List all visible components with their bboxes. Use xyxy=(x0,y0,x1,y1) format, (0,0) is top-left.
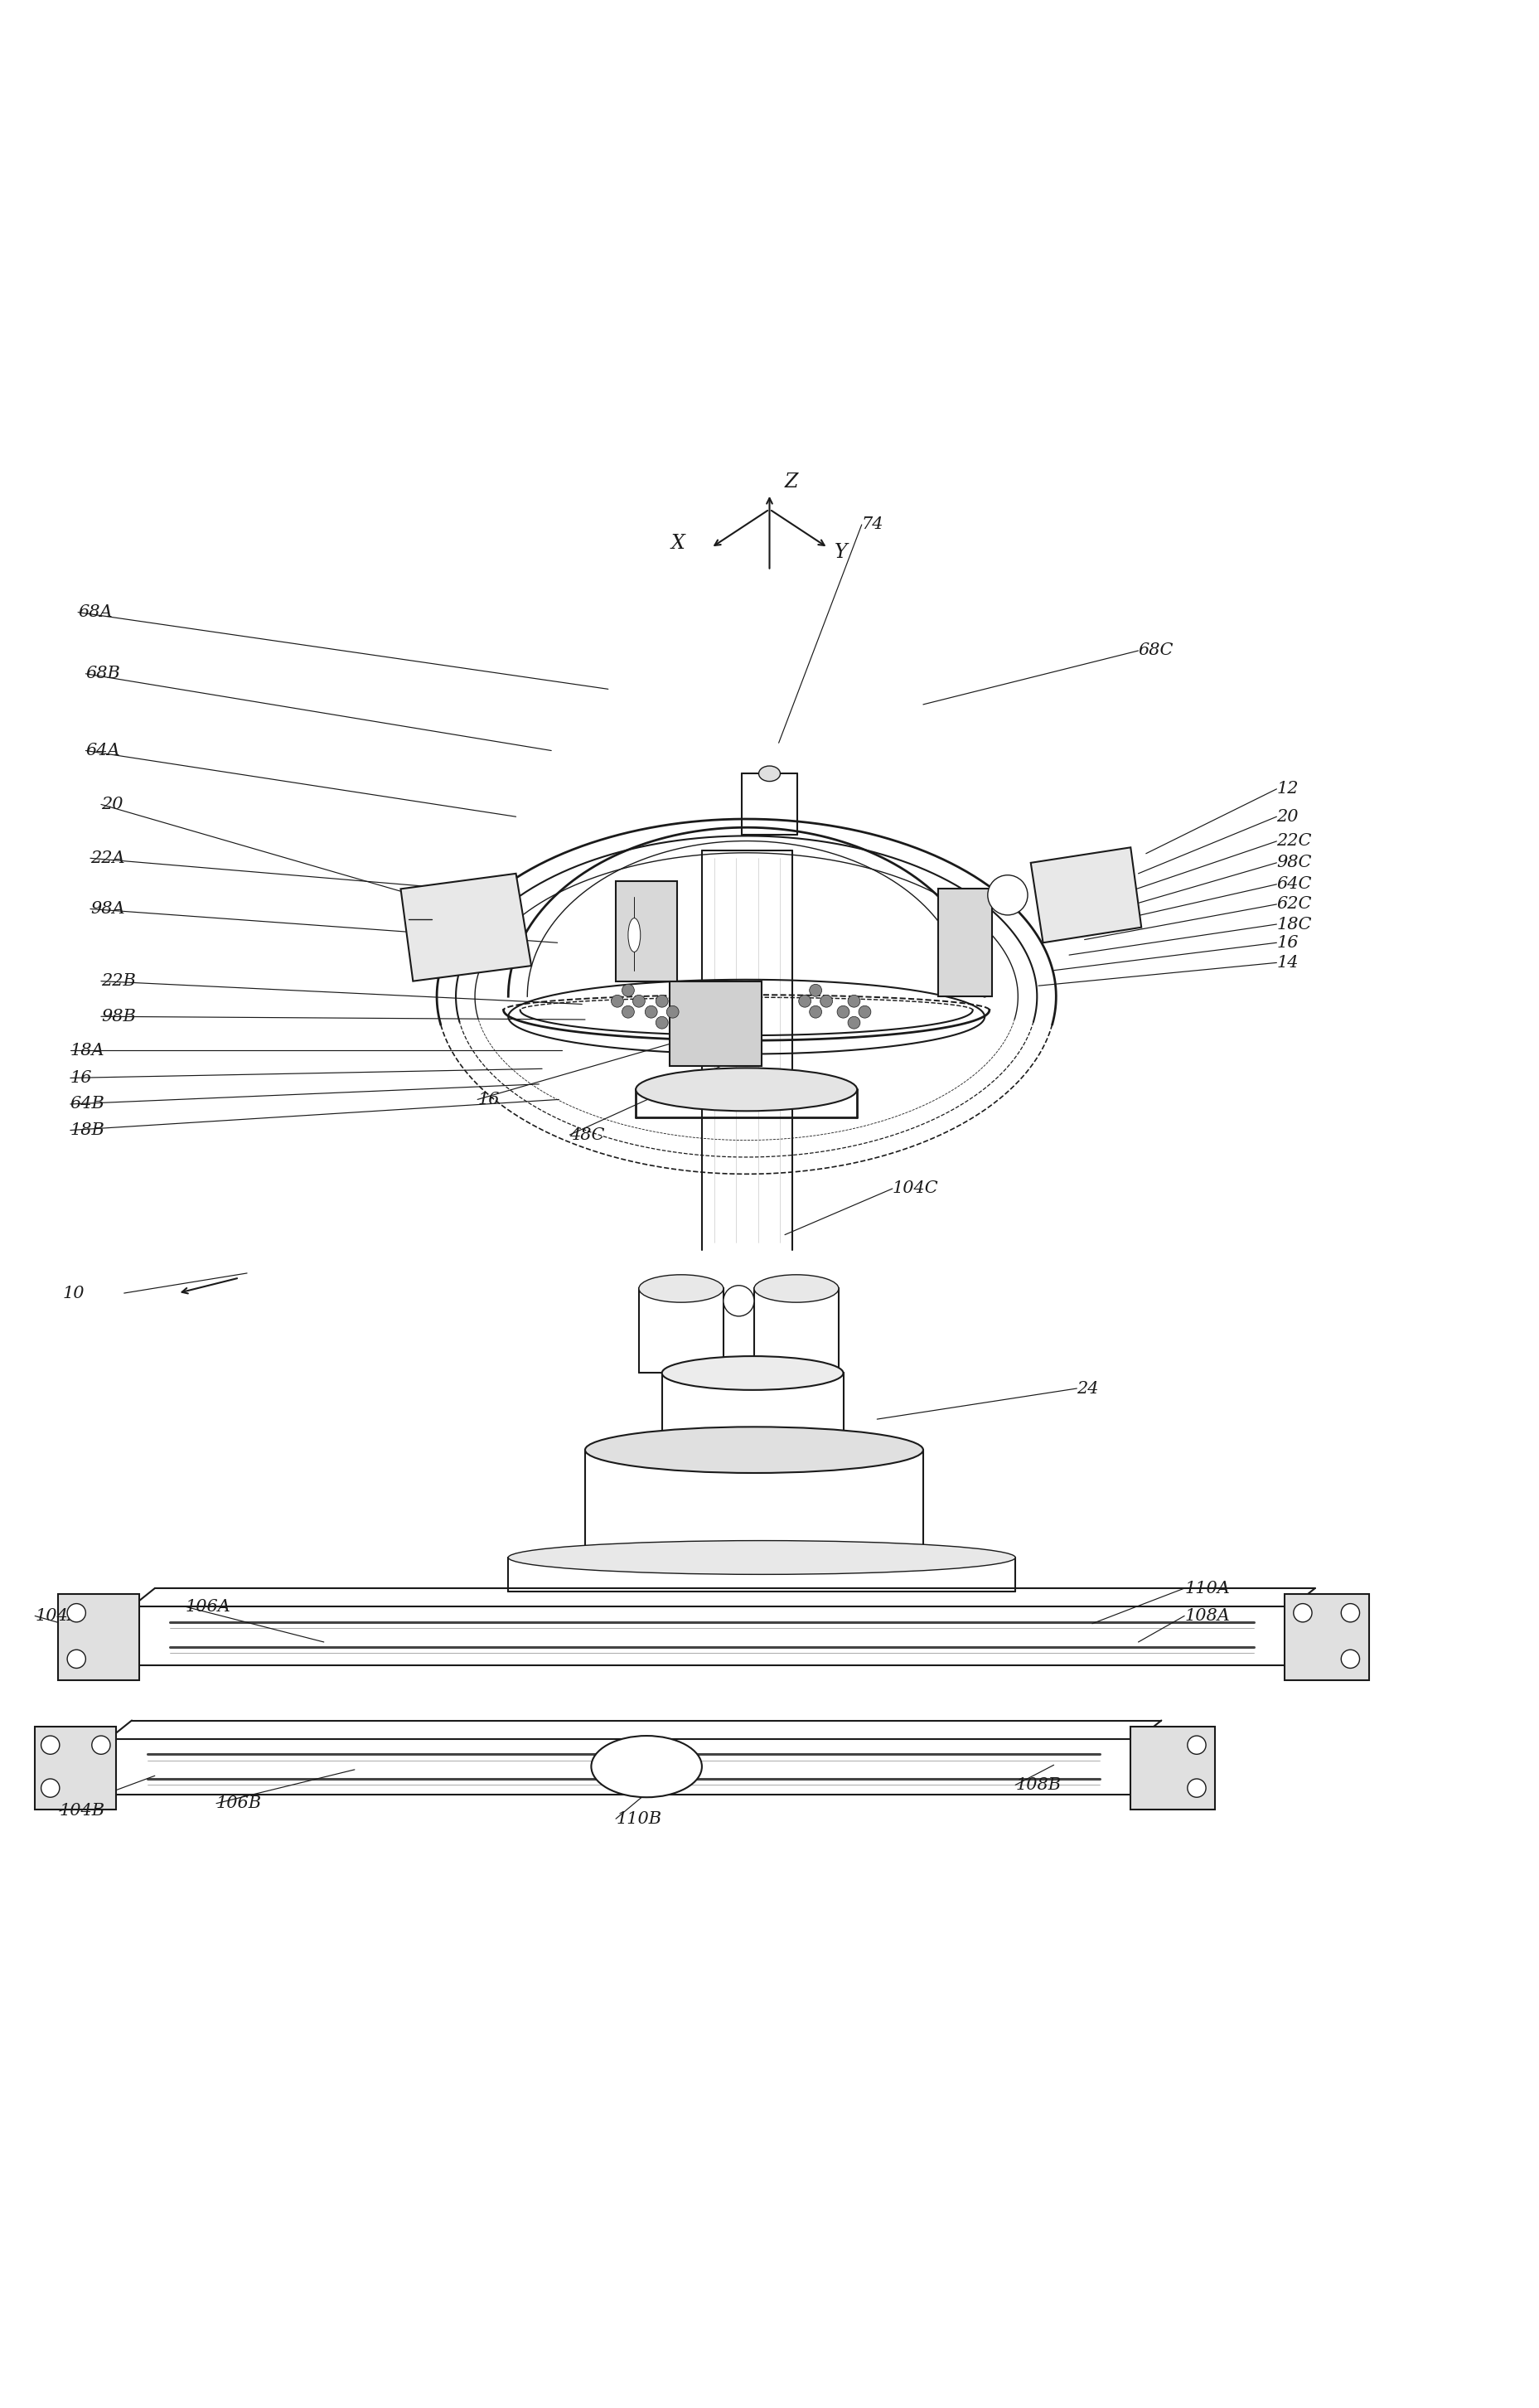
Ellipse shape xyxy=(628,917,640,951)
Text: 10: 10 xyxy=(63,1286,85,1300)
Circle shape xyxy=(1188,1736,1207,1755)
Text: 68B: 68B xyxy=(86,667,120,681)
Text: 64A: 64A xyxy=(86,742,120,759)
Ellipse shape xyxy=(639,1274,723,1303)
Text: 18A: 18A xyxy=(71,1043,105,1057)
Circle shape xyxy=(810,985,822,997)
Polygon shape xyxy=(400,874,531,980)
Text: 68A: 68A xyxy=(78,604,112,621)
Text: 62C: 62C xyxy=(1277,896,1311,913)
Text: 20: 20 xyxy=(102,797,123,811)
Circle shape xyxy=(666,1007,679,1019)
Ellipse shape xyxy=(508,1541,1016,1575)
Circle shape xyxy=(611,995,623,1007)
Bar xyxy=(1131,1727,1216,1808)
Circle shape xyxy=(723,1286,754,1317)
Circle shape xyxy=(42,1736,60,1755)
Text: 20: 20 xyxy=(1277,809,1299,824)
Circle shape xyxy=(656,995,668,1007)
Circle shape xyxy=(622,985,634,997)
Text: 106A: 106A xyxy=(186,1599,231,1616)
Text: 12: 12 xyxy=(1277,780,1299,797)
Circle shape xyxy=(1340,1649,1359,1669)
Circle shape xyxy=(622,1007,634,1019)
Text: 16: 16 xyxy=(1277,934,1299,951)
Text: 110A: 110A xyxy=(1185,1580,1230,1597)
Circle shape xyxy=(799,995,811,1007)
Text: X: X xyxy=(671,535,685,551)
Text: 22A: 22A xyxy=(91,850,125,867)
Text: 18B: 18B xyxy=(71,1122,105,1139)
Bar xyxy=(1284,1594,1368,1681)
Ellipse shape xyxy=(591,1736,702,1796)
Circle shape xyxy=(68,1649,86,1669)
Circle shape xyxy=(1340,1604,1359,1623)
Text: Z: Z xyxy=(785,472,799,491)
Text: 64B: 64B xyxy=(71,1096,105,1112)
Text: 48C: 48C xyxy=(569,1127,605,1144)
Text: 16: 16 xyxy=(71,1069,92,1086)
Text: 110B: 110B xyxy=(616,1811,662,1828)
Text: 68C: 68C xyxy=(1139,643,1174,657)
Circle shape xyxy=(859,1007,871,1019)
Circle shape xyxy=(656,1016,668,1028)
Circle shape xyxy=(837,1007,850,1019)
Circle shape xyxy=(820,995,833,1007)
Circle shape xyxy=(645,1007,657,1019)
Circle shape xyxy=(988,874,1028,915)
Text: 74: 74 xyxy=(862,518,883,532)
Text: 104C: 104C xyxy=(893,1180,939,1197)
Circle shape xyxy=(848,995,860,1007)
Text: 98B: 98B xyxy=(102,1009,135,1023)
Ellipse shape xyxy=(754,1274,839,1303)
Text: 108A: 108A xyxy=(1185,1609,1230,1623)
Text: 22B: 22B xyxy=(102,973,135,990)
Ellipse shape xyxy=(662,1356,843,1389)
Ellipse shape xyxy=(585,1428,923,1474)
Bar xyxy=(616,881,677,980)
Bar xyxy=(669,980,762,1067)
Text: 64C: 64C xyxy=(1277,877,1311,893)
Ellipse shape xyxy=(759,766,780,780)
Text: 16: 16 xyxy=(477,1091,500,1108)
Text: 104A: 104A xyxy=(35,1609,80,1623)
Circle shape xyxy=(633,995,645,1007)
Text: 24: 24 xyxy=(1077,1380,1099,1397)
Text: 22C: 22C xyxy=(1277,833,1311,850)
Text: 98A: 98A xyxy=(91,901,125,917)
Text: Y: Y xyxy=(834,542,846,561)
Text: 104B: 104B xyxy=(60,1804,105,1818)
Circle shape xyxy=(1188,1780,1207,1796)
Text: 98C: 98C xyxy=(1277,855,1311,872)
Bar xyxy=(35,1727,117,1808)
Ellipse shape xyxy=(636,1069,857,1110)
Polygon shape xyxy=(1031,848,1142,942)
Circle shape xyxy=(1293,1604,1311,1623)
Text: 106B: 106B xyxy=(217,1796,262,1811)
Circle shape xyxy=(848,1016,860,1028)
Circle shape xyxy=(68,1604,86,1623)
Text: 18C: 18C xyxy=(1277,917,1311,932)
Text: 108B: 108B xyxy=(1016,1777,1060,1794)
Text: 14: 14 xyxy=(1277,956,1299,970)
Circle shape xyxy=(810,1007,822,1019)
Bar xyxy=(939,889,993,997)
Bar xyxy=(58,1594,140,1681)
Circle shape xyxy=(92,1736,111,1755)
Circle shape xyxy=(42,1780,60,1796)
